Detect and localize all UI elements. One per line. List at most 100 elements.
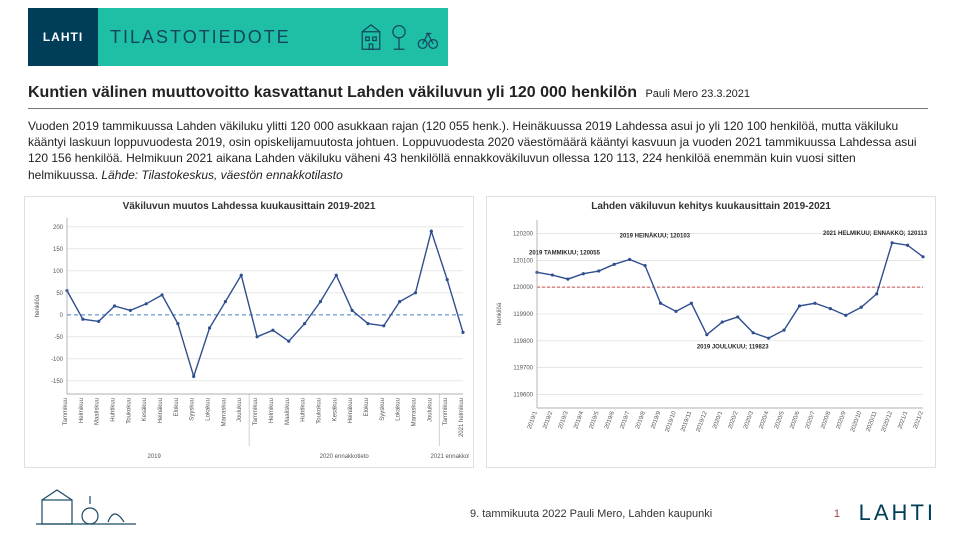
chart-population-trend: Lahden väkiluvun kehitys kuukausittain 2… (486, 196, 936, 468)
svg-text:2020/5: 2020/5 (774, 410, 786, 430)
banner-icons (360, 23, 448, 51)
bike-icon (416, 23, 438, 51)
svg-text:Joulukuu: Joulukuu (237, 398, 243, 422)
svg-text:Kesäkuu: Kesäkuu (332, 398, 338, 421)
svg-text:119700: 119700 (513, 366, 533, 372)
svg-text:2021 ennakkotieto: 2021 ennakkotieto (431, 454, 469, 460)
svg-text:2021/2: 2021/2 (913, 410, 925, 430)
footer: 9. tammikuuta 2022 Pauli Mero, Lahden ka… (0, 482, 960, 540)
svg-text:henkilöä: henkilöä (35, 294, 41, 317)
svg-text:2021 HELMIKUU; ENNAKKO; 120113: 2021 HELMIKUU; ENNAKKO; 120113 (823, 231, 928, 237)
svg-text:2020 ennakkotieto: 2020 ennakkotieto (320, 454, 370, 460)
banner-right: TILASTOTIEDOTE (98, 8, 448, 66)
svg-text:2019/8: 2019/8 (635, 410, 647, 430)
svg-text:150: 150 (53, 247, 64, 253)
svg-text:Elokuu: Elokuu (174, 398, 180, 416)
chart2-svg: 119600 119700 119800 119900 120000 120100 1202… (491, 214, 931, 462)
svg-text:2019/12: 2019/12 (696, 410, 709, 433)
headline-byline: Pauli Mero 23.3.2021 (645, 88, 750, 100)
svg-text:Huhtikuu: Huhtikuu (111, 398, 117, 422)
svg-text:2020/12: 2020/12 (881, 410, 894, 433)
svg-text:0: 0 (60, 313, 64, 319)
svg-text:2019/6: 2019/6 (604, 410, 616, 430)
svg-text:2020/9: 2020/9 (836, 410, 848, 430)
svg-text:2020/1: 2020/1 (712, 410, 724, 430)
svg-text:120000: 120000 (513, 285, 534, 291)
svg-text:119800: 119800 (513, 339, 533, 345)
svg-text:Tammikuu: Tammikuu (63, 398, 69, 425)
svg-text:2019/1: 2019/1 (527, 410, 539, 430)
svg-text:Elokuu: Elokuu (364, 398, 370, 416)
svg-text:Toukokuu: Toukokuu (126, 398, 132, 424)
svg-text:50: 50 (56, 291, 63, 297)
banner-title: TILASTOTIEDOTE (110, 27, 291, 48)
svg-text:2019/4: 2019/4 (573, 410, 585, 430)
footer-logo: LAHTI (859, 500, 936, 526)
svg-text:Tammikuu: Tammikuu (253, 398, 259, 425)
svg-text:2020/6: 2020/6 (789, 410, 801, 430)
svg-text:2019/11: 2019/11 (680, 410, 693, 433)
svg-text:120200: 120200 (513, 231, 534, 237)
svg-text:120100: 120100 (513, 258, 534, 264)
svg-text:Lokakuu: Lokakuu (206, 398, 212, 421)
body-paragraph: Vuoden 2019 tammikuussa Lahden väkiluku … (28, 118, 928, 183)
svg-text:100: 100 (53, 269, 64, 275)
svg-text:Heinäkuu: Heinäkuu (158, 398, 164, 423)
headline-title: Kuntien välinen muuttovoitto kasvattanut… (28, 84, 637, 101)
chart1-svg: -150 -100 -50 0 50 100 150 200 henkilöä Tammikuu H… (29, 214, 469, 462)
chart1-title: Väkiluvun muutos Lahdessa kuukausittain … (29, 201, 469, 212)
svg-text:Maaliskuu: Maaliskuu (285, 398, 291, 425)
svg-text:Maaliskuu: Maaliskuu (95, 398, 101, 425)
charts-row: Väkiluvun muutos Lahdessa kuukausittain … (24, 196, 936, 468)
svg-text:Heinäkuu: Heinäkuu (348, 398, 354, 423)
svg-text:Tammikuu: Tammikuu (443, 398, 449, 425)
svg-text:Syyskuu: Syyskuu (190, 398, 196, 421)
svg-text:-100: -100 (51, 357, 64, 363)
svg-text:119900: 119900 (513, 312, 533, 318)
svg-text:Huhtikuu: Huhtikuu (301, 398, 307, 422)
svg-text:Helmikuu: Helmikuu (269, 398, 275, 423)
svg-text:Joulukuu: Joulukuu (427, 398, 433, 422)
svg-text:2019/7: 2019/7 (620, 410, 632, 430)
body-source: Lähde: Tilastokeskus, väestön ennakkotil… (101, 168, 342, 182)
svg-text:2019 HEINÄKUU; 120103: 2019 HEINÄKUU; 120103 (620, 232, 691, 239)
svg-text:200: 200 (53, 225, 64, 231)
svg-text:2020/8: 2020/8 (820, 410, 832, 430)
header-banner: LAHTI TILASTOTIEDOTE (28, 8, 448, 66)
tree-icon (388, 23, 410, 51)
footer-decor-icon (36, 486, 136, 530)
svg-text:Kesäkuu: Kesäkuu (142, 398, 148, 421)
svg-text:henkilöä: henkilöä (497, 302, 503, 325)
svg-text:2020/4: 2020/4 (759, 410, 771, 430)
svg-text:2021/1: 2021/1 (898, 410, 910, 430)
svg-text:Marraskuu: Marraskuu (411, 398, 417, 426)
svg-text:Helmikuu: Helmikuu (79, 398, 85, 423)
svg-text:2020/7: 2020/7 (805, 410, 817, 430)
svg-text:2020/11: 2020/11 (866, 410, 879, 433)
svg-text:2019/9: 2019/9 (650, 410, 662, 430)
svg-text:2020/2: 2020/2 (728, 410, 740, 430)
svg-text:Toukokuu: Toukokuu (316, 398, 322, 424)
svg-text:2019 TAMMIKUU; 120055: 2019 TAMMIKUU; 120055 (529, 250, 601, 256)
svg-text:2020/3: 2020/3 (743, 410, 755, 430)
footer-page-number: 1 (834, 508, 840, 520)
svg-text:Marraskuu: Marraskuu (221, 398, 227, 426)
svg-text:2019/10: 2019/10 (665, 410, 678, 433)
svg-text:2021 helmikuu: 2021 helmikuu (459, 398, 465, 437)
svg-text:119600: 119600 (513, 393, 533, 399)
org-badge: LAHTI (28, 8, 98, 66)
svg-text:2019/3: 2019/3 (558, 410, 570, 430)
svg-text:2019 JOULUKUU; 119823: 2019 JOULUKUU; 119823 (697, 345, 769, 351)
org-name: LAHTI (43, 30, 83, 44)
svg-text:2019: 2019 (147, 454, 161, 460)
svg-text:-50: -50 (54, 335, 63, 341)
svg-text:Syyskuu: Syyskuu (380, 398, 386, 421)
chart-monthly-change: Väkiluvun muutos Lahdessa kuukausittain … (24, 196, 474, 468)
building-icon (360, 23, 382, 51)
svg-text:Lokakuu: Lokakuu (396, 398, 402, 421)
svg-text:2019/2: 2019/2 (542, 410, 554, 430)
svg-text:2020/10: 2020/10 (850, 410, 863, 433)
headline: Kuntien välinen muuttovoitto kasvattanut… (28, 84, 928, 109)
footer-text: 9. tammikuuta 2022 Pauli Mero, Lahden ka… (470, 508, 712, 520)
svg-text:-150: -150 (51, 379, 64, 385)
